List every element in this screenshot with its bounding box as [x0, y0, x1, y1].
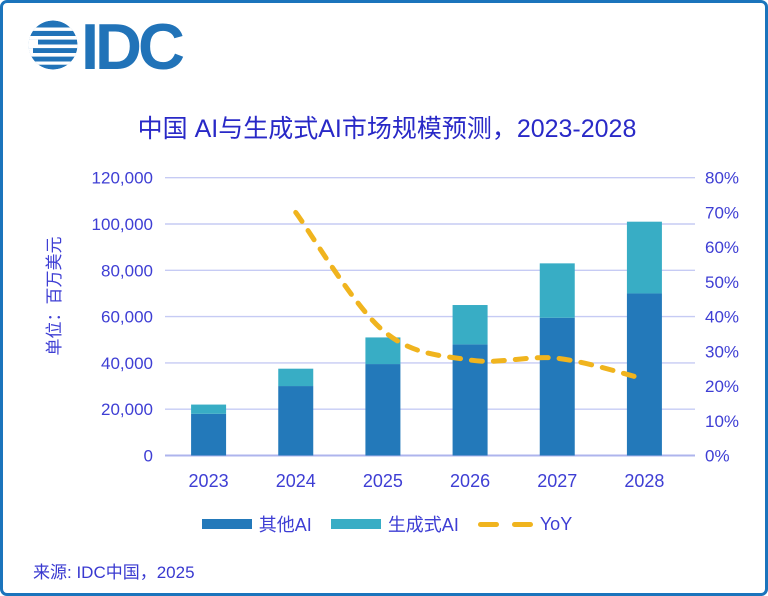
left-axis-tick-label: 20,000	[101, 400, 153, 419]
x-axis-category-label: 2026	[450, 471, 490, 491]
left-axis-tick-label: 0	[144, 447, 153, 466]
right-axis-tick-label: 20%	[705, 377, 739, 396]
bar-segment-genai	[278, 368, 314, 387]
chart-title: 中国 AI与生成式AI市场规模预测，2023-2028	[137, 115, 637, 143]
bar-segment-genai	[191, 404, 227, 414]
yoy-line	[293, 209, 647, 382]
bar-segment-other-ai	[539, 317, 575, 456]
right-axis-tick-label: 60%	[705, 238, 739, 257]
chart-legend: 其他AI 生成式AI YoY	[3, 511, 765, 537]
legend-label: 其他AI	[258, 515, 312, 535]
left-axis-tick-label: 40,000	[101, 354, 153, 373]
bar-segment-genai	[452, 305, 488, 345]
right-axis-tick-label: 40%	[705, 308, 739, 327]
legend-color-swatch-icon	[330, 519, 381, 529]
right-axis-tick-label: 30%	[705, 342, 739, 361]
legend-item: 其他AI	[201, 511, 312, 537]
legend-item: 生成式AI	[330, 511, 459, 537]
dash-segment-icon	[477, 521, 499, 527]
x-axis-category-label: 2027	[537, 471, 577, 491]
left-axis-tick-label: 80,000	[101, 261, 153, 280]
bar-segment-other-ai	[278, 386, 314, 456]
x-axis-category-label: 2028	[624, 471, 664, 491]
globe-icon	[28, 20, 78, 70]
right-axis-tick-label: 50%	[705, 273, 739, 292]
left-axis-tick-label: 60,000	[101, 308, 153, 327]
idc-logo: IDC	[28, 19, 188, 77]
dash-segment-icon	[511, 521, 533, 527]
x-axis-category-label: 2024	[276, 471, 316, 491]
source-note: 来源: IDC中国，2025	[33, 563, 195, 582]
right-axis-tick-label: 80%	[705, 169, 739, 188]
left-axis-tick-label: 100,000	[92, 215, 153, 234]
legend-label: 生成式AI	[387, 515, 459, 535]
left-axis-tick-label: 120,000	[92, 169, 153, 188]
legend-color-swatch-icon	[201, 519, 252, 529]
legend-label: YoY	[539, 513, 573, 534]
bar-segment-other-ai	[365, 364, 401, 456]
x-axis-category-label: 2023	[189, 471, 229, 491]
legend-item: YoY	[477, 513, 573, 535]
x-axis-category-label: 2025	[363, 471, 403, 491]
logo-text: IDC	[81, 19, 184, 77]
chart-plot-area: 0 20,000 40,000 60,000 80,000 100,000 120,000 0…	[92, 169, 739, 491]
legend-dash-swatch-icon	[477, 521, 533, 527]
bar-segment-genai	[539, 263, 575, 318]
right-axis-tick-label: 10%	[705, 412, 739, 431]
right-axis-tick-label: 70%	[705, 203, 739, 222]
right-axis-tick-label: 0%	[705, 447, 730, 466]
bar-segment-genai	[626, 221, 662, 294]
bar-segment-other-ai	[191, 413, 227, 456]
